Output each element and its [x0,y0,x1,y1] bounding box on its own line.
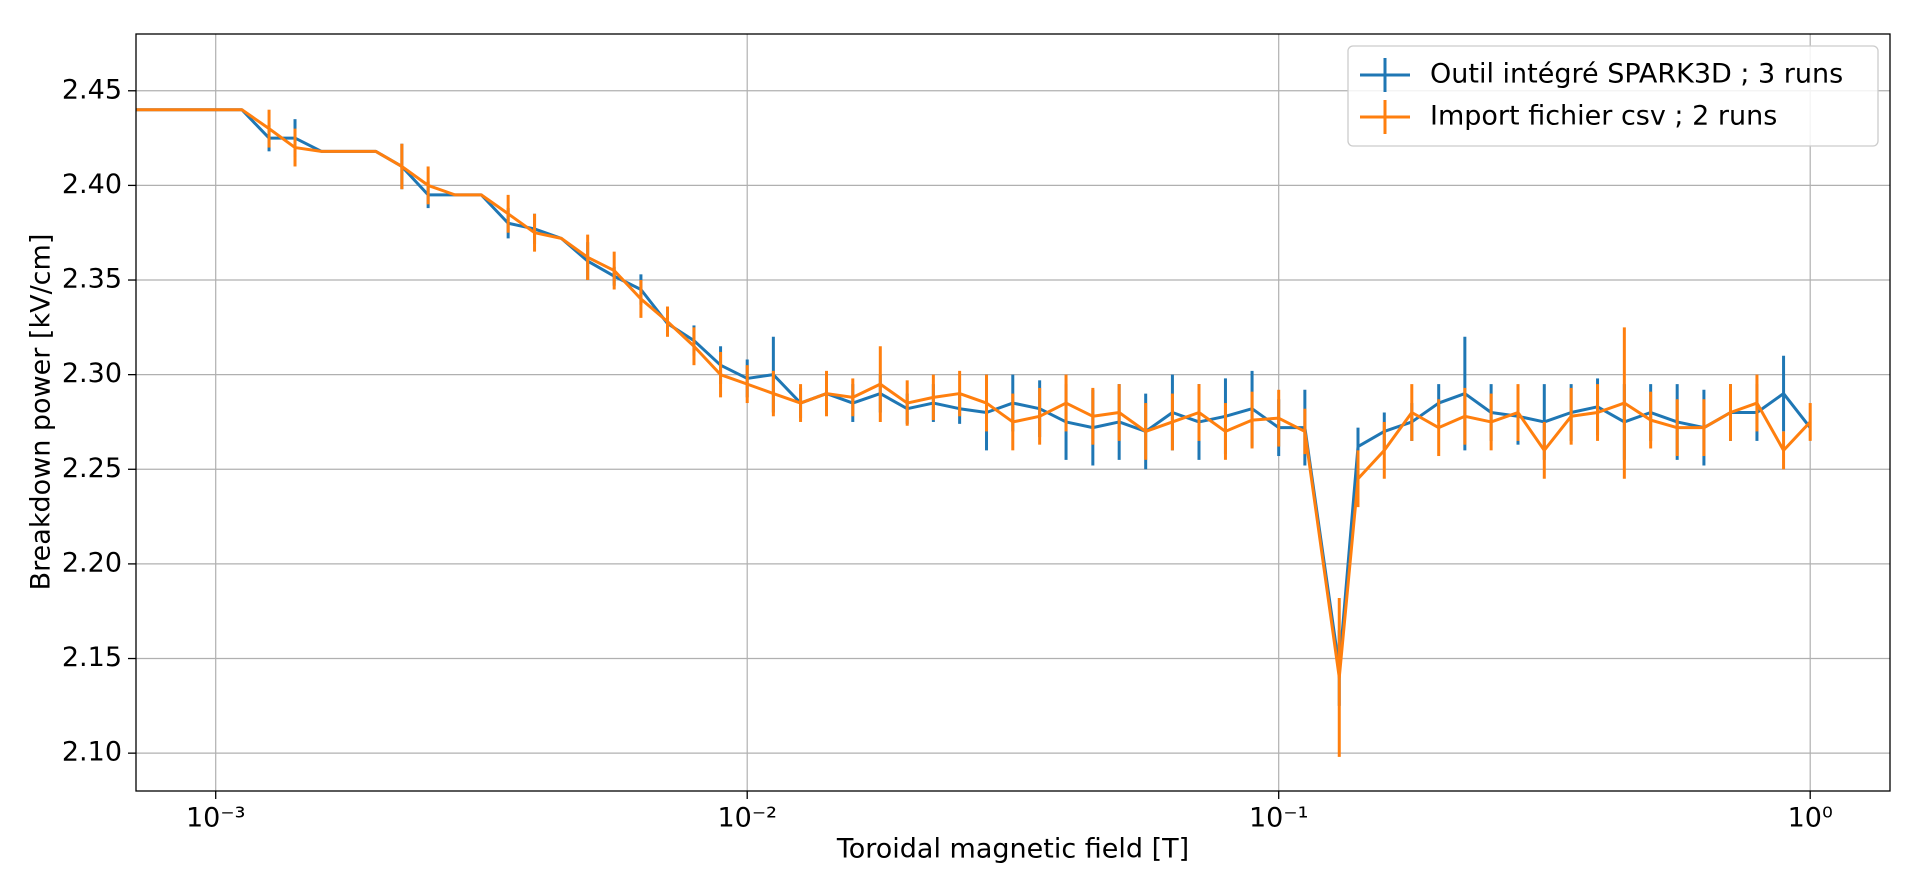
y-axis-label: Breakdown power [kV/cm] [26,234,57,591]
legend-label: Outil intégré SPARK3D ; 3 runs [1430,59,1843,90]
y-tick-label: 2.15 [62,642,122,673]
axes-frame [135,33,1891,792]
y-tick-label: 2.40 [62,169,122,200]
series-line [136,108,1812,679]
y-tick-label: 2.10 [62,737,122,768]
x-tick-label: 10⁻³ [186,803,245,834]
legend: Outil intégré SPARK3D ; 3 runs Import fic… [1347,45,1879,147]
x-tick-label: 10⁰ [1788,803,1833,834]
y-tick-label: 2.35 [62,264,122,295]
legend-box [1347,45,1879,147]
y-tick-label: 2.20 [62,547,122,578]
x-tick-label: 10⁻² [717,803,776,834]
x-axis-label: Toroidal magnetic field [T] [836,834,1189,865]
x-tick-label: 10⁻¹ [1249,803,1308,834]
y-tick-label: 2.25 [62,453,122,484]
legend-label: Import fichier csv ; 2 runs [1430,101,1777,132]
y-tick-label: 2.45 [62,74,122,105]
plot-area [136,108,1812,757]
ticks: 10⁻³ 10⁻² 10⁻¹ 10⁰ 2.10 2.15 2.20 2.25 2.30 2.35 2… [62,74,1833,833]
y-tick-label: 2.30 [62,358,122,389]
